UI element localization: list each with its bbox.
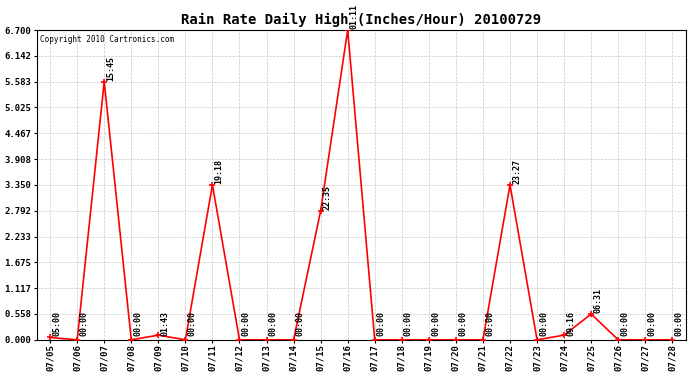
Text: 00:00: 00:00: [620, 311, 629, 336]
Text: 23:27: 23:27: [512, 159, 521, 184]
Text: 06:31: 06:31: [593, 288, 602, 313]
Text: 00:00: 00:00: [133, 311, 142, 336]
Text: 00:00: 00:00: [241, 311, 250, 336]
Text: 00:00: 00:00: [377, 311, 386, 336]
Text: 01:11: 01:11: [350, 4, 359, 29]
Text: 09:16: 09:16: [566, 311, 575, 336]
Text: 00:00: 00:00: [458, 311, 467, 336]
Text: 15:45: 15:45: [106, 56, 115, 81]
Text: 05:00: 05:00: [52, 311, 61, 336]
Text: 00:00: 00:00: [296, 311, 305, 336]
Text: 00:00: 00:00: [268, 311, 277, 336]
Title: Rain Rate Daily High (Inches/Hour) 20100729: Rain Rate Daily High (Inches/Hour) 20100…: [181, 13, 541, 27]
Text: Copyright 2010 Cartronics.com: Copyright 2010 Cartronics.com: [40, 34, 174, 44]
Text: 01:43: 01:43: [161, 311, 170, 336]
Text: 00:00: 00:00: [79, 311, 88, 336]
Text: 00:00: 00:00: [431, 311, 440, 336]
Text: 22:35: 22:35: [323, 185, 332, 210]
Text: 00:00: 00:00: [674, 311, 684, 336]
Text: 00:00: 00:00: [647, 311, 656, 336]
Text: 00:00: 00:00: [404, 311, 413, 336]
Text: 00:00: 00:00: [539, 311, 549, 336]
Text: 19:18: 19:18: [215, 159, 224, 184]
Text: 00:00: 00:00: [188, 311, 197, 336]
Text: 00:00: 00:00: [485, 311, 494, 336]
